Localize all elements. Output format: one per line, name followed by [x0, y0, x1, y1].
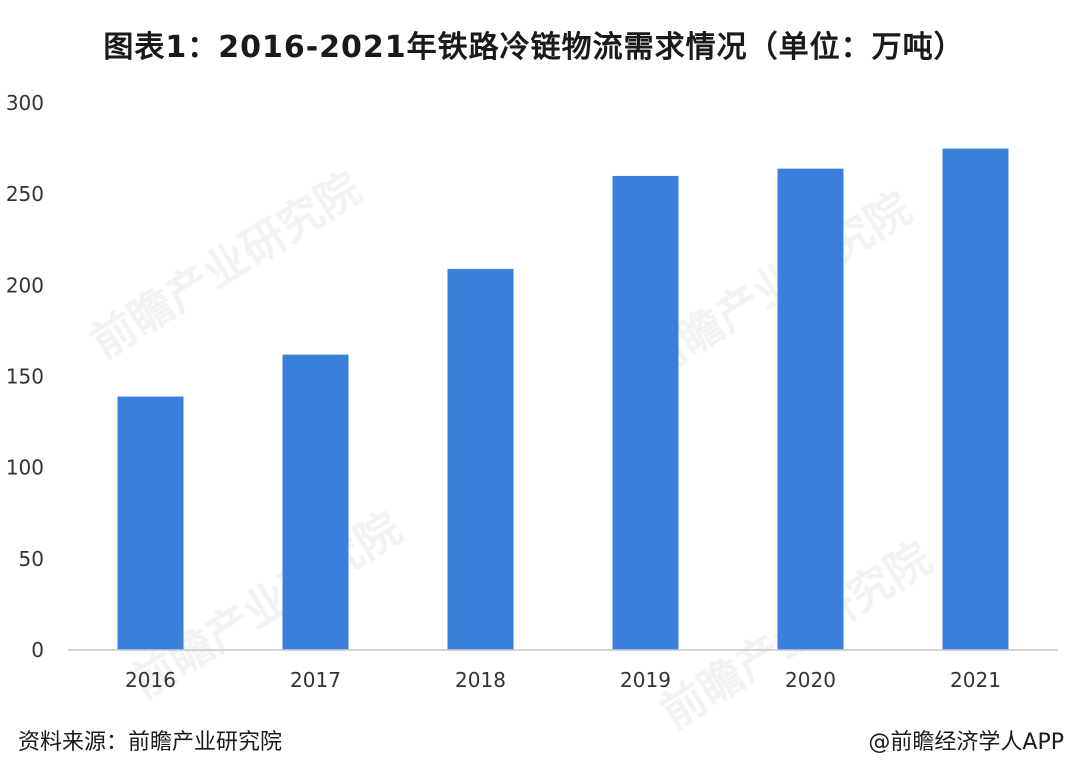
bar-2017	[282, 354, 349, 650]
y-tick-label: 300	[6, 91, 44, 115]
x-axis-ticks: 2016 2017 2018 2019 2020 2021	[125, 668, 1001, 692]
x-tick-label: 2018	[455, 668, 506, 692]
y-tick-label: 100	[6, 456, 44, 480]
y-tick-label: 0	[31, 638, 44, 662]
y-axis-ticks: 0 50 100 150 200 250 300	[6, 91, 44, 662]
y-tick-label: 50	[19, 547, 44, 571]
x-tick-label: 2017	[290, 668, 341, 692]
chart-title: 图表1：2016-2021年铁路冷链物流需求情况（单位：万吨）	[103, 30, 965, 65]
x-tick-label: 2019	[620, 668, 671, 692]
bar-2020	[777, 168, 844, 650]
credit-note: @前瞻经济学人APP	[868, 730, 1064, 755]
y-tick-label: 250	[6, 182, 44, 206]
y-tick-label: 150	[6, 365, 44, 389]
y-tick-label: 200	[6, 273, 44, 297]
bar-2016	[117, 396, 184, 650]
x-tick-label: 2020	[785, 668, 836, 692]
source-note: 资料来源：前瞻产业研究院	[18, 730, 283, 755]
x-tick-label: 2021	[950, 668, 1001, 692]
bars	[117, 148, 1009, 651]
x-tick-label: 2016	[125, 668, 176, 692]
bar-2019	[612, 175, 679, 650]
bar-2018	[447, 268, 514, 650]
bar-2021	[942, 148, 1009, 651]
